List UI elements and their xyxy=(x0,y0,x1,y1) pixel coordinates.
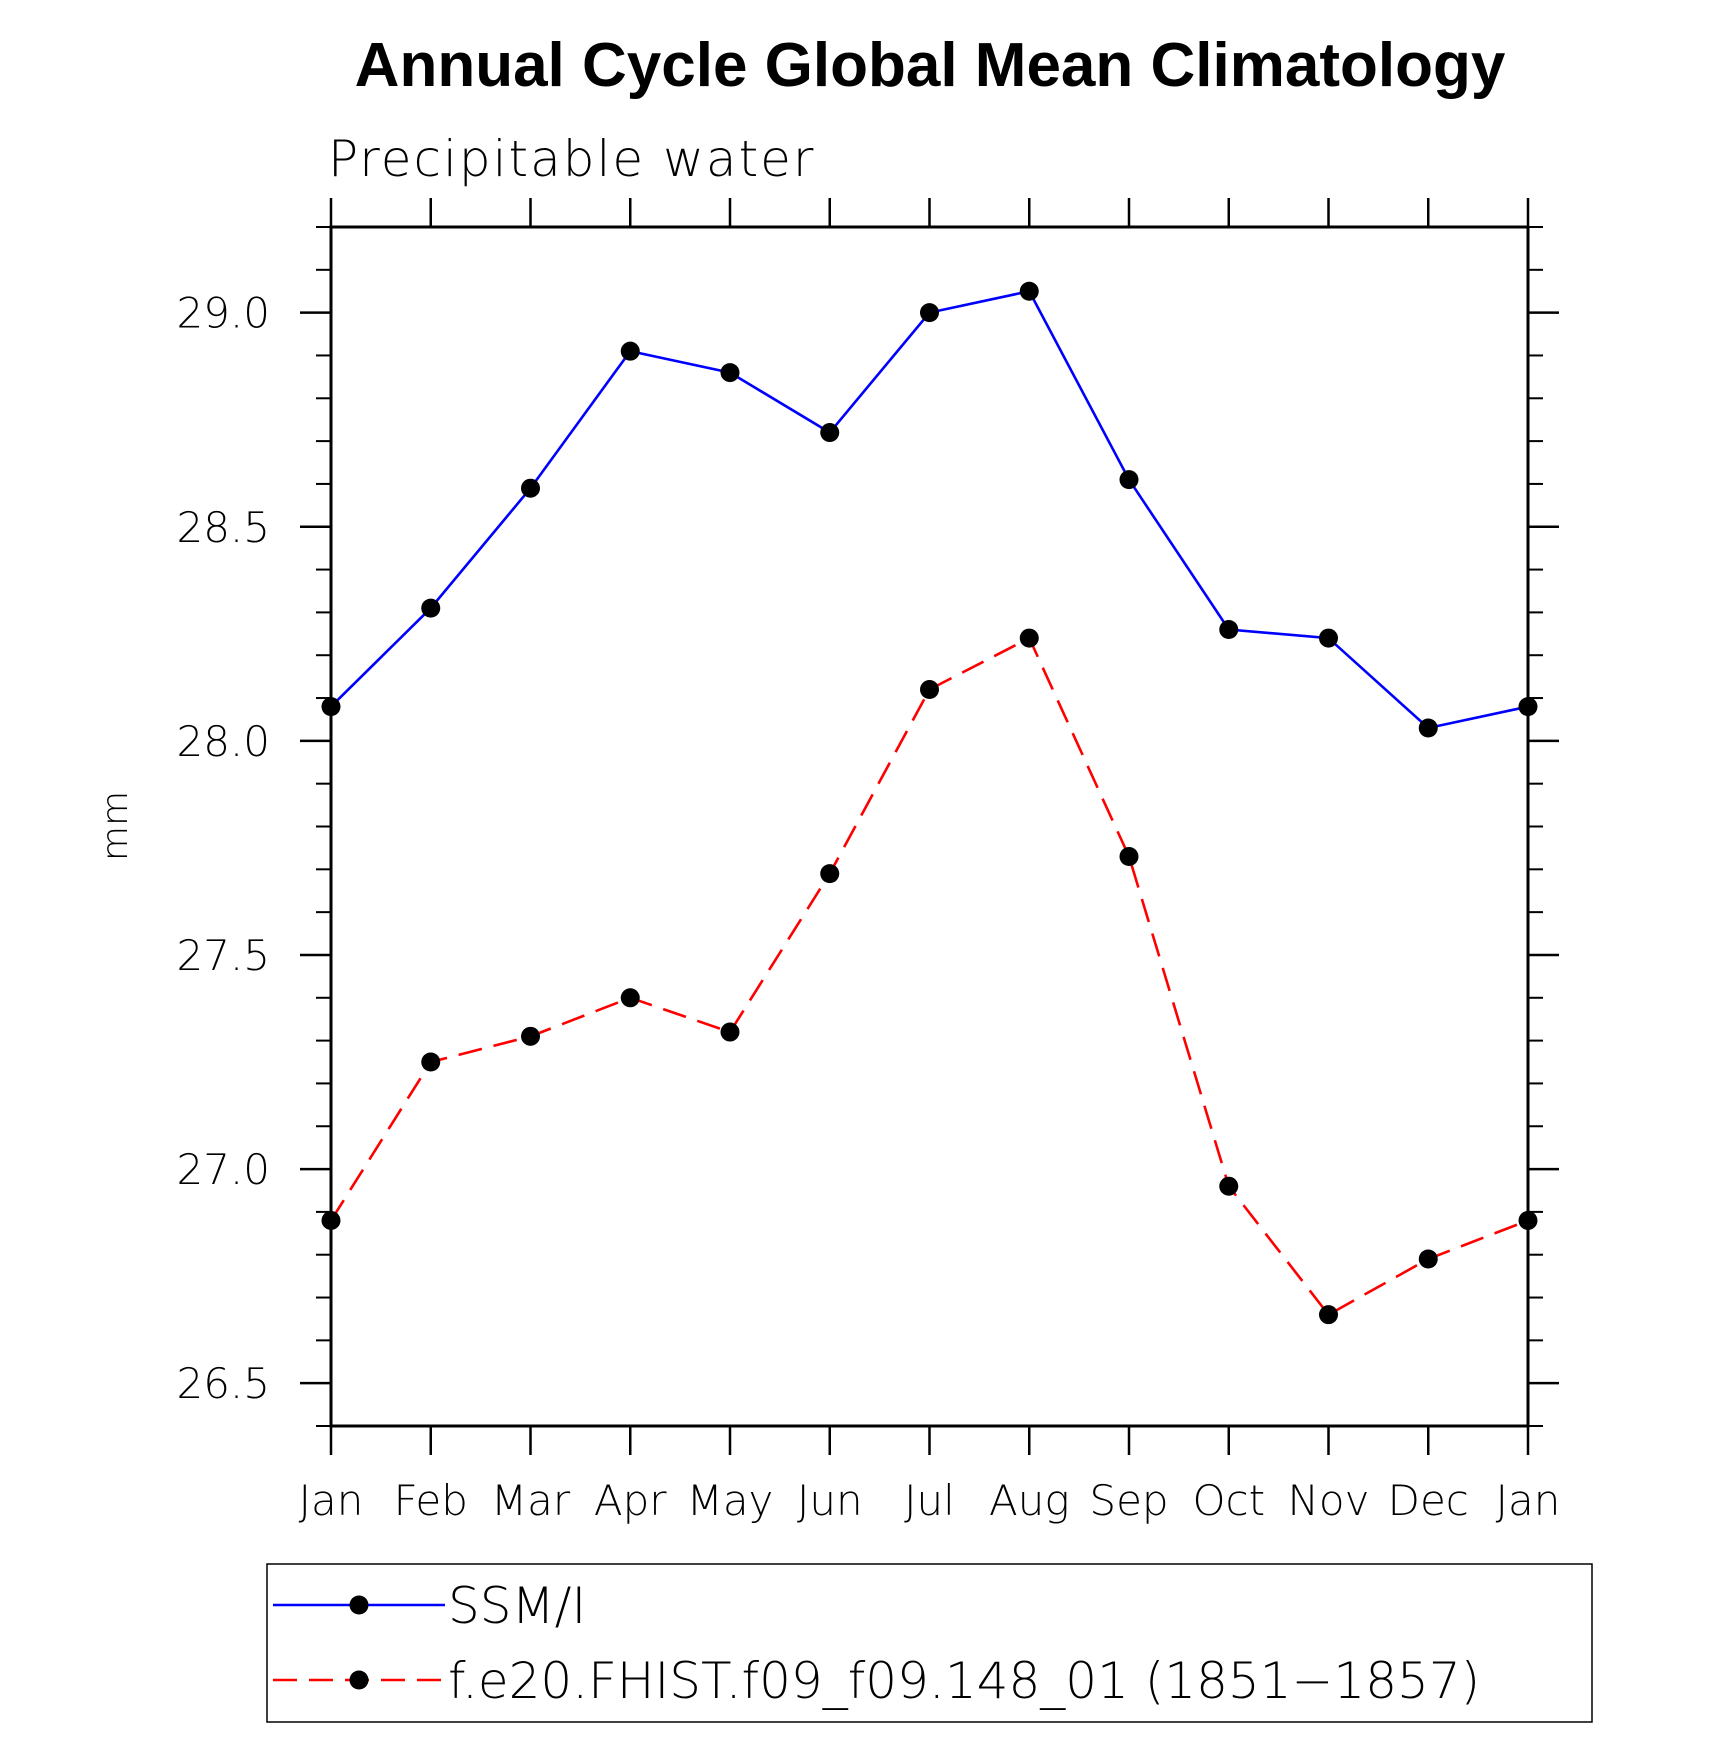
x-tick-label: Mar xyxy=(491,1476,571,1525)
data-point xyxy=(720,1022,740,1042)
x-tick-label: Nov xyxy=(1288,1476,1370,1525)
data-point xyxy=(1219,620,1239,640)
x-tick-label: Dec xyxy=(1388,1476,1469,1525)
x-tick-label: Sep xyxy=(1089,1476,1168,1525)
data-point xyxy=(421,598,441,618)
data-point xyxy=(1319,1305,1338,1325)
data-point xyxy=(820,423,840,443)
data-point xyxy=(1019,281,1039,301)
y-tick-labels: 26.5 27.0 27.5 28.0 28.5 29.0 xyxy=(176,289,270,1409)
legend-label-2: f.e20.FHIST.f09_f09.148_01 (1851−1857) xyxy=(448,1652,1480,1710)
x-tick-label: Jun xyxy=(797,1476,863,1525)
data-point xyxy=(521,478,540,498)
y-tick-label: 27.0 xyxy=(176,1145,270,1194)
x-tick-label: Jan xyxy=(299,1476,364,1525)
x-tick-label: Feb xyxy=(394,1476,468,1525)
plot-frame xyxy=(329,225,1530,1428)
x-tick-label: May xyxy=(687,1476,774,1525)
x-tick-labels: Jan Feb Mar Apr May Jun Jul Aug Sep Oct Nov Dec Jan xyxy=(299,1476,1561,1525)
data-point xyxy=(521,1026,540,1046)
legend-marker xyxy=(349,1595,369,1615)
data-point xyxy=(1319,628,1338,648)
data-point xyxy=(421,1052,441,1072)
x-tick-label: Apr xyxy=(594,1476,667,1525)
y-axis-label: mm xyxy=(95,791,136,861)
legend: SSM/I f.e20.FHIST.f09_f09.148_01 (1851−18… xyxy=(266,1563,1593,1723)
series-line-1 xyxy=(330,289,1529,730)
data-point xyxy=(920,679,939,699)
series-line-2 xyxy=(329,636,1529,1317)
legend-entries: SSM/I f.e20.FHIST.f09_f09.148_01 (1851−18… xyxy=(273,1577,1480,1710)
data-point xyxy=(820,864,840,884)
data-point xyxy=(1418,1249,1438,1269)
data-point xyxy=(1119,470,1139,490)
data-point xyxy=(1019,628,1039,648)
legend-marker xyxy=(349,1670,369,1690)
y-tick-label: 28.5 xyxy=(176,503,270,552)
data-point xyxy=(620,341,640,361)
x-tick-label: Aug xyxy=(989,1476,1070,1525)
data-point xyxy=(1119,846,1139,866)
chart-title: Annual Cycle Global Mean Climatology xyxy=(355,31,1506,100)
data-point xyxy=(720,363,740,383)
axis-ticks xyxy=(300,198,1559,1455)
x-tick-label: Oct xyxy=(1192,1476,1265,1525)
series-layer xyxy=(321,281,1538,1325)
x-tick-label: Jul xyxy=(904,1476,955,1525)
data-point xyxy=(1418,718,1438,738)
legend-box xyxy=(266,1563,1593,1723)
chart-subtitle: Precipitable water xyxy=(328,130,816,188)
data-point xyxy=(1219,1176,1239,1196)
y-tick-label: 27.5 xyxy=(176,931,270,980)
legend-label-1: SSM/I xyxy=(448,1577,586,1635)
data-point xyxy=(620,988,640,1008)
x-tick-label: Jan xyxy=(1496,1476,1561,1525)
data-point xyxy=(920,303,939,323)
y-tick-label: 26.5 xyxy=(176,1359,270,1408)
y-tick-label: 29.0 xyxy=(176,289,270,338)
y-tick-label: 28.0 xyxy=(176,717,270,766)
